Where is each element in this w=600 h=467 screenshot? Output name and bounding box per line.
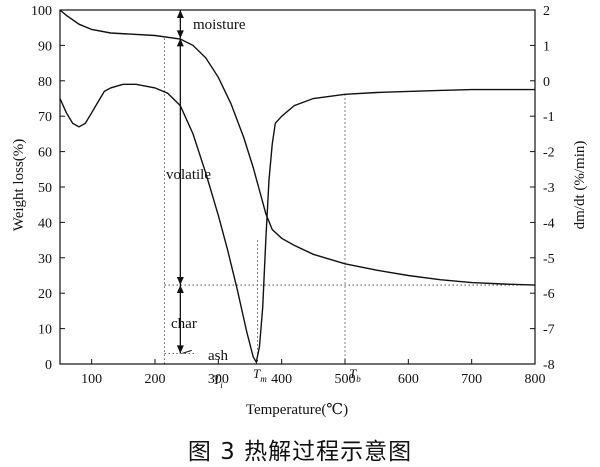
y-left-tick-label: 10 [38, 323, 52, 338]
plot-frame [59, 9, 536, 365]
y-left-tick-label: 80 [38, 75, 52, 90]
tm-label: Tm [253, 366, 267, 384]
y-left-tick-label: 50 [38, 181, 52, 196]
tg-curve [59, 9, 536, 286]
y-right-tick-label: 1 [543, 39, 550, 54]
reference-lines [60, 9, 535, 364]
axis-ticks: 100 200 300 400 500 600 700 8000102030405060708… [31, 4, 555, 387]
volatile-arrow-arrowhead [176, 277, 184, 286]
moisture-arrow-arrowhead [176, 30, 184, 39]
char-arrow-arrowhead [176, 345, 184, 354]
ti-label: Ti [213, 372, 223, 390]
y-right-tick-label: -2 [543, 146, 555, 161]
char-label: char [171, 316, 197, 332]
y-left-tick-label: 70 [38, 110, 52, 125]
y-left-tick-label: 60 [38, 146, 52, 161]
y-axis-left-label: Weight loss(%) [11, 139, 27, 232]
y-right-tick-label: 2 [543, 4, 550, 19]
x-tick-label: 400 [271, 372, 292, 387]
y-right-tick-label: -7 [543, 323, 555, 338]
x-tick-label: 600 [398, 372, 419, 387]
figure-caption: 图 3 热解过程示意图 [187, 439, 413, 465]
y-left-tick-label: 40 [38, 216, 52, 231]
y-left-tick-label: 20 [38, 287, 52, 302]
x-tick-label: 300 [208, 372, 229, 387]
tb-label: Tb [349, 366, 361, 384]
ash-pointer [182, 349, 192, 354]
tga-dtg-chart: 100 200 300 400 500 600 700 8000102030405060708… [11, 4, 588, 418]
dtg-curve [59, 83, 535, 365]
y-right-tick-label: -1 [543, 110, 555, 125]
y-right-tick-label: 0 [543, 75, 550, 90]
y-left-tick-label: 100 [31, 4, 52, 19]
y-right-tick-label: -8 [543, 358, 555, 373]
y-right-tick-label: -4 [543, 216, 555, 231]
y-left-tick-label: 0 [45, 358, 52, 373]
data-curves [59, 9, 536, 365]
volatile-arrow-arrowhead [176, 38, 184, 47]
ash-label: ash [208, 348, 228, 364]
x-tick-label: 800 [525, 372, 546, 387]
volatile-label: volatile [166, 167, 211, 183]
x-tick-label: 500 [335, 372, 356, 387]
y-right-tick-label: -3 [543, 181, 555, 196]
x-tick-label: 200 [145, 372, 166, 387]
y-right-tick-label: -5 [543, 252, 555, 267]
char-arrow-arrowhead [176, 285, 184, 294]
x-tick-label: 100 [81, 372, 102, 387]
y-axis-right-label: dm/dt (%/min) [572, 141, 588, 230]
y-left-tick-label: 90 [38, 39, 52, 54]
moisture-label: moisture [193, 17, 246, 33]
annotation-arrows [176, 10, 192, 354]
y-left-tick-label: 30 [38, 252, 52, 267]
x-tick-label: 700 [461, 372, 482, 387]
moisture-arrow-arrowhead [176, 10, 184, 18]
y-right-tick-label: -6 [543, 287, 555, 302]
x-axis-label: Temperature(℃) [246, 402, 348, 418]
